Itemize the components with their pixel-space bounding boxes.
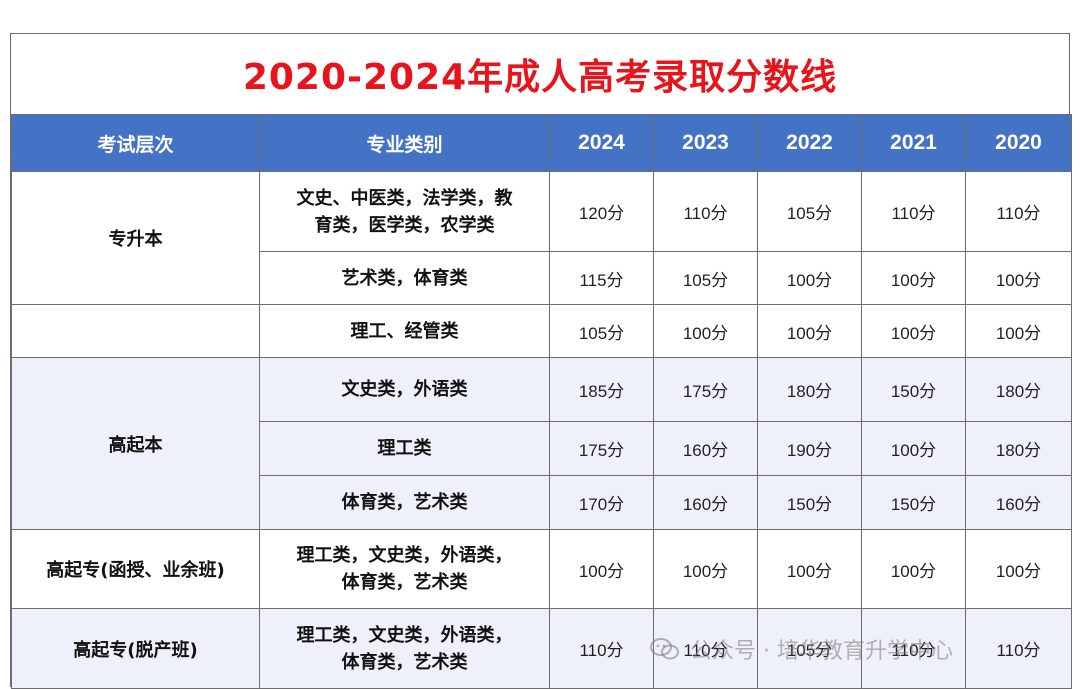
- header-year-2020: 2020: [965, 114, 1072, 172]
- score-cell: 160分: [653, 475, 758, 530]
- score-cell: 175分: [653, 357, 758, 422]
- score-cell: 160分: [653, 421, 758, 476]
- score-cell: 180分: [965, 357, 1072, 422]
- major-cell: 体育类，艺术类: [259, 475, 550, 530]
- major-cell: 理工类，文史类，外语类， 体育类，艺术类: [259, 529, 550, 609]
- major-cell: 文史、中医类，法学类，教 育类，医学类，农学类: [259, 171, 550, 252]
- table-row: 艺术类，体育类 115分 105分 100分 100分 100分: [12, 251, 1072, 305]
- score-cell: 100分: [757, 529, 862, 609]
- score-cell: 115分: [549, 251, 654, 305]
- score-cell: 110分: [965, 171, 1072, 252]
- score-cell: 105分: [549, 304, 654, 358]
- major-line: 理工类，文史类，外语类，: [296, 624, 513, 646]
- score-cell: 110分: [861, 171, 966, 252]
- header-year-2023: 2023: [653, 114, 758, 172]
- score-cell: 105分: [757, 608, 862, 689]
- score-cell: 180分: [757, 357, 862, 422]
- score-cell: 100分: [965, 304, 1072, 358]
- score-cell: 190分: [757, 421, 862, 476]
- table-row: 体育类，艺术类 170分 160分 150分 150分 160分: [12, 475, 1072, 530]
- score-cell: 100分: [861, 304, 966, 358]
- major-cell: 理工类，文史类，外语类， 体育类，艺术类: [259, 608, 550, 689]
- major-cell: 文史类，外语类: [259, 357, 550, 422]
- header-row: 考试层次 专业类别 2024 2023 2022 2021 2020: [11, 114, 1072, 172]
- score-cell: 110分: [861, 608, 966, 689]
- score-cell: 100分: [861, 529, 966, 609]
- score-cell: 100分: [653, 304, 758, 358]
- major-line: 文史、中医类，法学类，教: [296, 187, 513, 209]
- score-cell: 150分: [861, 475, 966, 530]
- major-line: 理工类，文史类，外语类，: [296, 545, 513, 566]
- score-cell: 185分: [549, 357, 654, 422]
- score-table: 考试层次 专业类别 2024 2023 2022 2021 2020 专升本 文…: [11, 114, 1072, 689]
- table-row: 理工、经管类 105分 100分 100分 100分 100分: [11, 304, 1072, 358]
- score-cell: 180分: [965, 421, 1072, 476]
- score-cell: 100分: [965, 529, 1072, 609]
- score-cell: 100分: [757, 304, 862, 358]
- score-cell: 110分: [653, 171, 758, 252]
- table-row: 高起专(函授、业余班) 理工类，文史类，外语类， 体育类，艺术类 100分 10…: [11, 529, 1072, 609]
- header-year-2022: 2022: [757, 114, 862, 172]
- score-cell: 175分: [549, 421, 654, 476]
- score-cell: 120分: [549, 171, 654, 252]
- score-cell: 160分: [965, 475, 1072, 530]
- table-row: 理工类 175分 160分 190分 100分 180分: [12, 421, 1072, 476]
- score-cell: 105分: [757, 171, 862, 252]
- header-category: 专业类别: [259, 114, 550, 172]
- score-cell: 110分: [965, 608, 1072, 689]
- level-cell: 专升本: [11, 171, 260, 305]
- score-cell: 100分: [549, 529, 654, 609]
- major-line: 育类，医学类，农学类: [314, 214, 495, 236]
- score-cell: 100分: [861, 251, 966, 305]
- level-cell: 高起专(脱产班): [11, 608, 260, 689]
- level-cell: 高起本: [11, 357, 260, 530]
- major-cell: 艺术类，体育类: [259, 251, 550, 305]
- header-year-2021: 2021: [861, 114, 966, 172]
- score-cell: 110分: [653, 608, 758, 689]
- major-line: 体育类，艺术类: [341, 572, 468, 593]
- level-cell: 高起专(函授、业余班): [11, 529, 260, 609]
- table-row: 高起专(脱产班) 理工类，文史类，外语类， 体育类，艺术类 110分 110分 …: [11, 608, 1072, 689]
- score-cell: 100分: [965, 251, 1072, 305]
- major-cell: 理工、经管类: [259, 304, 550, 358]
- major-cell: 理工类: [259, 421, 550, 476]
- table-row: 高起本 文史类，外语类 185分 175分 180分 150分 180分: [11, 357, 1072, 530]
- score-cell: 100分: [861, 421, 966, 476]
- level-cell-empty: [11, 304, 260, 358]
- score-cell: 100分: [757, 251, 862, 305]
- page-title: 2020-2024年成人高考录取分数线: [242, 57, 838, 98]
- major-line: 体育类，艺术类: [341, 651, 468, 673]
- header-year-2024: 2024: [549, 114, 654, 172]
- table-row: 专升本 文史、中医类，法学类，教 育类，医学类，农学类 120分 110分 10…: [11, 171, 1072, 305]
- score-cell: 105分: [653, 251, 758, 305]
- score-cell: 100分: [653, 529, 758, 609]
- score-cell: 150分: [861, 357, 966, 422]
- score-cell: 170分: [549, 475, 654, 530]
- score-cell: 150分: [757, 475, 862, 530]
- score-cell: 110分: [549, 608, 654, 689]
- score-table-frame: 2020-2024年成人高考录取分数线 考试层次 专业类别 2024 2023 …: [10, 33, 1072, 689]
- header-level: 考试层次: [11, 114, 260, 172]
